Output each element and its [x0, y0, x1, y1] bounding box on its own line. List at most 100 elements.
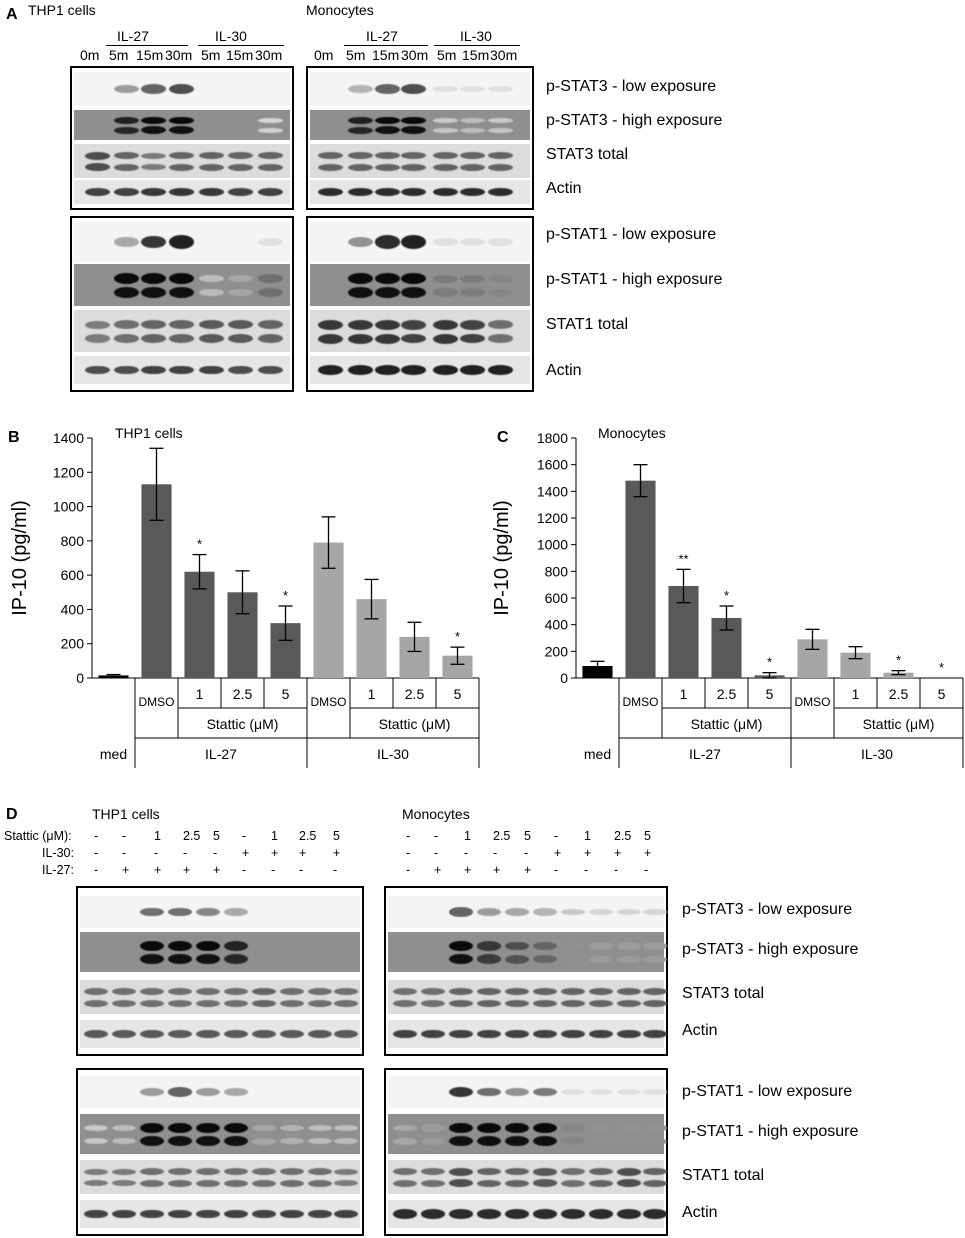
condition-cell-thp1: - — [122, 829, 127, 843]
blot-band — [140, 1209, 164, 1219]
chart-title: Monocytes — [598, 425, 666, 441]
blot-band — [84, 1029, 108, 1039]
blot-band — [334, 988, 358, 996]
blot-band — [224, 1209, 248, 1219]
blot-strip — [310, 356, 530, 384]
blot-band — [168, 126, 194, 135]
blot-band — [317, 188, 343, 196]
blot-band — [227, 288, 253, 297]
blot-band — [84, 999, 108, 1007]
lane-label: 30m — [165, 47, 193, 63]
lane-label: 5m — [437, 47, 457, 63]
blot-band — [257, 365, 283, 375]
blot-band — [505, 1029, 529, 1039]
blot-strip — [74, 180, 290, 204]
blot-band — [317, 319, 343, 330]
blot-band — [533, 1209, 557, 1219]
condition-cell-thp1: - — [333, 863, 338, 877]
blot-band — [196, 940, 220, 952]
lane-label: 0m — [80, 47, 100, 63]
blot-band — [224, 1168, 248, 1176]
blot-band — [308, 1138, 332, 1145]
blot-band — [533, 1029, 557, 1039]
blot-band — [347, 273, 373, 285]
blot-band — [459, 118, 485, 123]
blot-band — [257, 188, 283, 196]
row-label-stattic: Stattic (μM): — [4, 829, 72, 843]
blot-band — [168, 1135, 192, 1147]
blot-band — [561, 1168, 585, 1176]
blot-band — [432, 274, 458, 283]
blot-band — [252, 1168, 276, 1176]
lane-label: 15m — [462, 47, 490, 63]
row-label-il30: IL-30: — [42, 846, 74, 860]
blot-band — [113, 334, 139, 343]
blot-band — [168, 907, 192, 917]
bar — [582, 666, 613, 678]
dmso-label: DMSO — [623, 695, 659, 709]
dose-label: 5 — [938, 686, 946, 702]
blot-band — [257, 274, 283, 283]
blot-band — [224, 908, 248, 916]
blot-a-monocytes-stat3 — [306, 66, 534, 210]
blot-band — [533, 954, 557, 964]
blot-label: Actin — [546, 180, 582, 197]
blot-strip — [310, 310, 530, 352]
blot-band — [487, 288, 513, 297]
blot-band — [477, 1087, 501, 1097]
blot-strip — [80, 1076, 360, 1108]
blot-band — [140, 999, 164, 1007]
lane-label: 0m — [314, 47, 334, 63]
y-tick-label: 400 — [61, 601, 85, 617]
blot-band — [257, 128, 283, 133]
condition-cell-monocytes: 2.5 — [614, 829, 632, 843]
blot-strip — [80, 1200, 360, 1228]
blot-band — [168, 1209, 192, 1219]
panel-d-letter: D — [6, 806, 18, 823]
blot-band — [432, 365, 458, 375]
blot-band — [257, 334, 283, 343]
blot-strip — [310, 180, 530, 204]
blot-strip — [80, 896, 360, 928]
blot-band — [449, 1209, 473, 1219]
y-axis-label: IP-10 (pg/ml) — [491, 500, 513, 616]
blot-band — [459, 163, 485, 171]
blot-band — [487, 274, 513, 283]
blot-band — [257, 163, 283, 171]
blot-band — [227, 320, 253, 330]
dose-label: 1 — [852, 686, 860, 702]
blot-band — [112, 1179, 136, 1187]
blot-band — [198, 333, 224, 344]
panel-a-letter: A — [6, 6, 18, 23]
blot-band — [168, 1029, 192, 1039]
chart-title: THP1 cells — [115, 425, 183, 441]
blot-band — [84, 1138, 108, 1145]
blot-band — [400, 273, 426, 285]
blot-band — [617, 955, 641, 963]
condition-cell-monocytes: - — [406, 863, 411, 877]
blot-band — [140, 273, 166, 285]
blot-band — [533, 1179, 557, 1187]
blot-band — [198, 289, 224, 296]
blot-band — [224, 1088, 248, 1096]
y-tick-label: 1000 — [537, 537, 568, 553]
significance-mark: * — [197, 537, 202, 552]
blot-band — [459, 274, 485, 283]
blot-label: STAT1 total — [682, 1167, 765, 1184]
blot-band — [643, 908, 667, 916]
blot-d-monocytes-stat1 — [384, 1068, 668, 1236]
blot-band — [113, 163, 139, 171]
blot-band — [347, 152, 373, 160]
blot-band — [227, 188, 253, 196]
blot-band — [280, 1137, 304, 1145]
blot-label: Actin — [682, 1204, 718, 1221]
condition-cell-monocytes: - — [554, 829, 559, 843]
condition-cell-monocytes: + — [434, 863, 442, 877]
blot-band — [374, 235, 400, 249]
blot-strip — [388, 1076, 667, 1108]
blot-band — [432, 333, 458, 344]
blot-band — [113, 273, 139, 285]
blot-band — [113, 237, 139, 247]
blot-band — [347, 319, 373, 330]
